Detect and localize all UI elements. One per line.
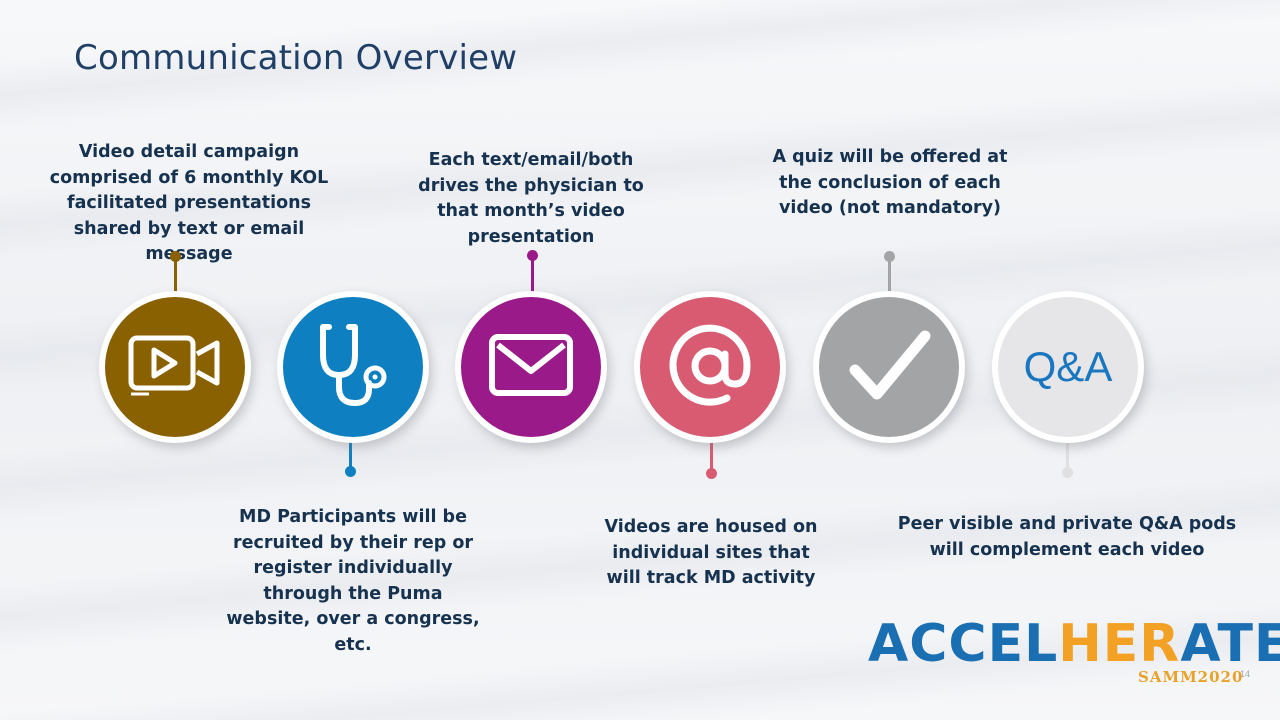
- connector-5: [888, 258, 891, 298]
- caption-video-campaign: Video detail campaign comprised of 6 mon…: [49, 142, 329, 264]
- step-circle-qa: Q&A: [998, 297, 1138, 437]
- accelherate-logo: ACCELHERATE: [868, 618, 1280, 670]
- step-circle-envelope: [461, 297, 601, 437]
- connector-dot-5: [884, 251, 895, 262]
- step-circle-video: [105, 297, 245, 437]
- connector-dot-2: [345, 466, 356, 477]
- caption-text-email: Each text/email/both drives the physicia…: [418, 150, 644, 247]
- checkmark-icon: [847, 328, 931, 407]
- connector-dot-4: [706, 468, 717, 479]
- caption-md-participants: MD Participants will be recruited by the…: [226, 507, 480, 655]
- connector-dot-1: [170, 251, 181, 262]
- stethoscope-icon: [305, 317, 401, 418]
- at-sign-icon: [665, 320, 755, 415]
- logo-part-ate: ATE: [1180, 614, 1280, 674]
- step-circle-at: [640, 297, 780, 437]
- connector-dot-3: [527, 250, 538, 261]
- connector-3: [531, 258, 534, 298]
- logo-part-her: HER: [1058, 614, 1181, 674]
- connector-dot-6: [1062, 467, 1073, 478]
- connector-4: [710, 432, 713, 472]
- page-title: Communication Overview: [74, 38, 518, 78]
- page-number: 14: [1240, 669, 1251, 679]
- qa-icon: Q&A: [1023, 343, 1113, 390]
- video-camera-icon: [127, 330, 223, 405]
- logo-subtitle: SAMM2020: [1138, 668, 1244, 686]
- connector-2: [349, 430, 352, 470]
- connector-6: [1066, 432, 1069, 470]
- caption-videos-housed: Videos are housed on individual sites th…: [604, 517, 818, 588]
- step-circle-checkmark: [819, 297, 959, 437]
- logo-part-accel: ACCEL: [868, 614, 1059, 674]
- envelope-icon: [488, 333, 574, 402]
- caption-qa-pods: Peer visible and private Q&A pods will c…: [897, 514, 1237, 560]
- step-circle-stethoscope: [283, 297, 423, 437]
- connector-1: [174, 258, 177, 298]
- caption-quiz: A quiz will be offered at the conclusion…: [772, 147, 1008, 218]
